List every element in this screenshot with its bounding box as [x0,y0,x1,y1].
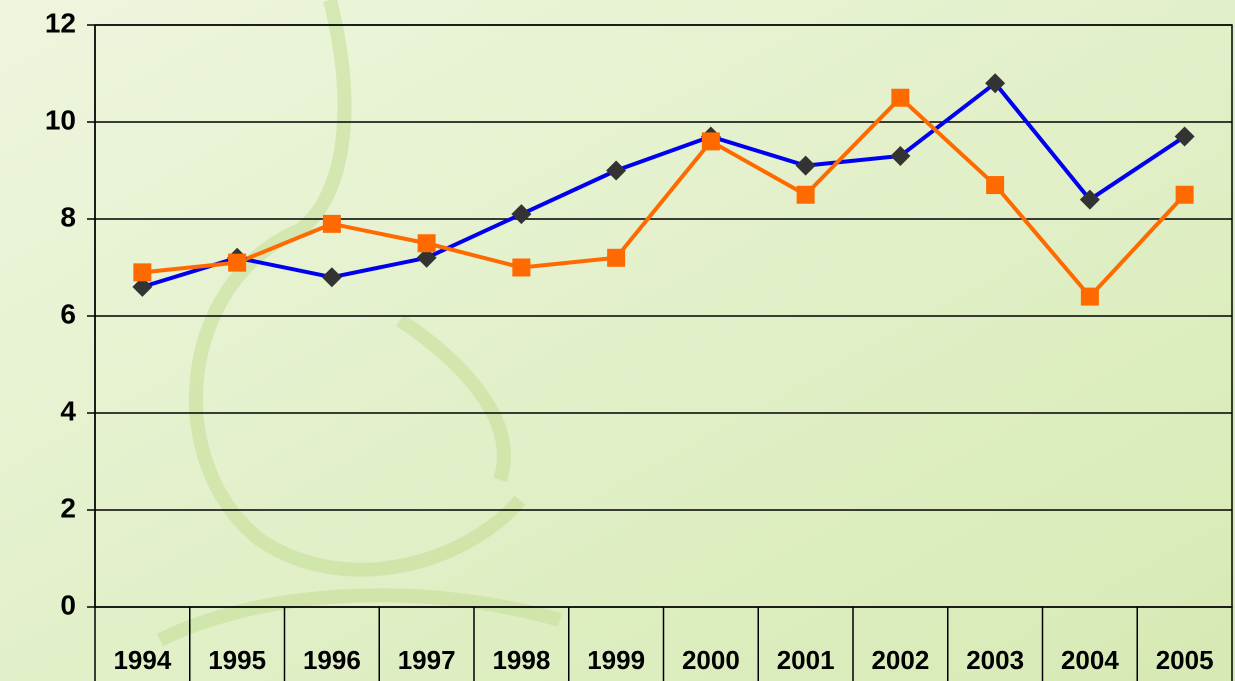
y-tick-label: 10 [45,104,76,135]
y-tick-label: 0 [60,589,76,620]
marker [512,259,530,277]
background [0,0,1235,681]
x-tick-label: 2003 [966,645,1024,675]
x-tick-label: 1994 [113,645,171,675]
marker [1176,186,1194,204]
chart: 0 2 4 6 8 10 12 1994 1995 1996 1997 1998 1999 2000 200… [0,0,1235,681]
marker [418,234,436,252]
x-tick-label: 2002 [871,645,929,675]
marker [891,89,909,107]
x-tick-label: 2004 [1061,645,1119,675]
y-tick-label: 12 [45,7,76,38]
marker [1081,288,1099,306]
x-tick-label: 1995 [208,645,266,675]
marker [607,249,625,267]
x-tick-label: 2001 [777,645,835,675]
x-tick-label: 1999 [587,645,645,675]
marker [228,254,246,272]
marker [323,215,341,233]
marker [986,176,1004,194]
y-tick-label: 4 [60,395,76,426]
x-tick-label: 2005 [1156,645,1214,675]
x-tick-label: 1997 [398,645,456,675]
x-tick-label: 1996 [303,645,361,675]
y-tick-label: 8 [60,201,76,232]
x-tick-label: 1998 [492,645,550,675]
marker [797,186,815,204]
marker [702,132,720,150]
x-tick-label: 2000 [682,645,740,675]
marker [133,263,151,281]
y-tick-label: 6 [60,298,76,329]
y-tick-label: 2 [60,492,76,523]
